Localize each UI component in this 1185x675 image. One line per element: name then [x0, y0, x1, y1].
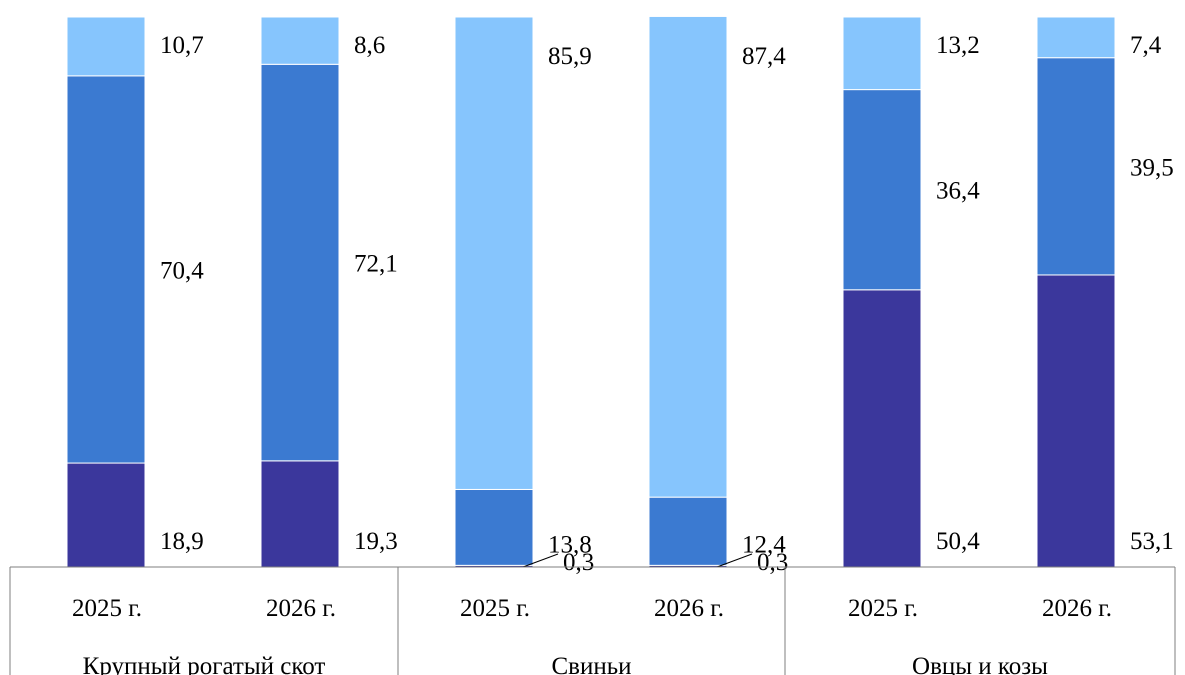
bar-segment [1036, 16, 1116, 59]
bar-segment [260, 460, 340, 568]
bar-segment [1036, 57, 1116, 276]
x-tick-label: 2026 г. [266, 595, 336, 622]
data-label: 53,1 [1130, 528, 1174, 555]
data-label: 13,8 [548, 531, 592, 558]
data-label: 13,2 [936, 32, 980, 59]
data-label: 10,7 [160, 32, 204, 59]
data-label: 0,3 [757, 549, 788, 576]
data-label: 87,4 [742, 43, 786, 70]
data-label: 8,6 [354, 32, 385, 59]
data-label: 39,5 [1130, 154, 1174, 181]
bar-segment [66, 75, 146, 464]
data-label: 18,9 [160, 528, 204, 555]
bar-segment [842, 89, 922, 291]
x-tick-label: 2025 г. [72, 595, 142, 622]
bar-segment [260, 63, 340, 462]
bar-segment [66, 16, 146, 77]
value-labels-layer: 18,970,410,719,372,18,613,80,385,912,40,… [160, 32, 1174, 576]
x-tick-label: 2025 г. [848, 595, 918, 622]
data-label: 19,3 [354, 528, 398, 555]
x-tick-label: 2026 г. [654, 595, 724, 622]
bar-segment [648, 15, 728, 498]
group-label: Свиньи [551, 653, 631, 675]
bar-segment [454, 16, 534, 490]
group-label: Овцы и козы [912, 653, 1048, 675]
bar-segment [648, 496, 728, 566]
bar-segment [66, 462, 146, 568]
bar-segment [454, 488, 534, 566]
data-label: 72,1 [354, 251, 398, 278]
bar-segment [842, 289, 922, 568]
data-label: 7,4 [1130, 32, 1162, 59]
data-label: 36,4 [936, 178, 980, 205]
bars-layer [66, 15, 1116, 568]
leader-line [522, 553, 559, 568]
x-tick-label: 2026 г. [1042, 595, 1112, 622]
data-label: 70,4 [160, 257, 204, 284]
bar-segment [260, 16, 340, 65]
data-label: 12,4 [742, 531, 786, 558]
data-label: 0,3 [563, 549, 594, 576]
group-label: Крупный рогатый скот [83, 653, 326, 675]
bar-segment [1036, 274, 1116, 568]
data-label: 85,9 [548, 43, 592, 70]
leader-line [716, 553, 753, 568]
x-tick-label: 2025 г. [460, 595, 530, 622]
category-axis: 2025 г. 2026 г. Крупный рогатый скот 2025 г… [9, 566, 1176, 675]
data-label: 50,4 [936, 528, 980, 555]
bar-segment [842, 16, 922, 91]
